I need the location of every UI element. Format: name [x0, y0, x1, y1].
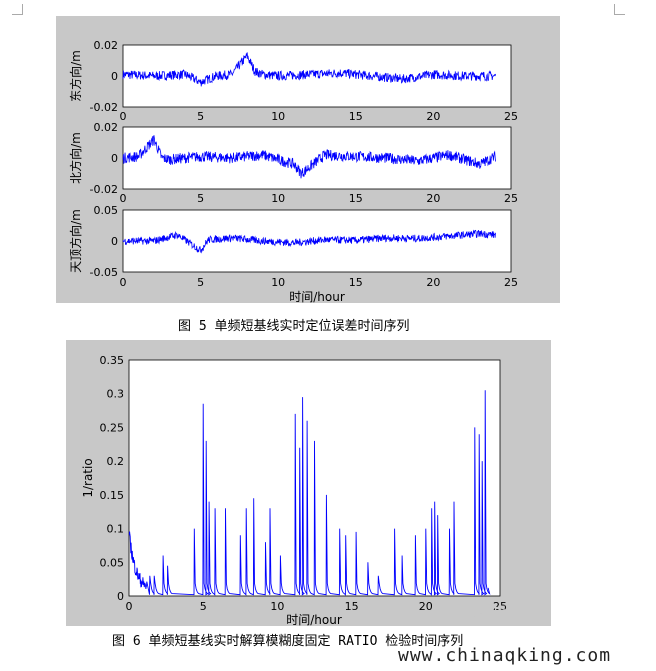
xtick-label: 25 — [504, 276, 518, 289]
ytick-label: 0.3 — [107, 388, 125, 401]
footer-url: www.chinaqking.com — [398, 645, 612, 666]
ytick-label: 0 — [117, 590, 124, 603]
north-error-series — [122, 134, 496, 179]
ratio-xticks: 0 5 10 15 20 25 — [126, 600, 508, 613]
xtick-label: 5 — [197, 276, 204, 289]
xtick-label: 10 — [270, 600, 284, 613]
panel2-xticks: 0 5 10 15 20 25 — [120, 192, 519, 205]
ytick-label: 0.15 — [100, 489, 125, 502]
y-axis-label-north: 北方向/m — [68, 132, 83, 184]
ytick-label: 0.02 — [94, 121, 119, 134]
x-axis-label: 时间/hour — [289, 290, 345, 303]
xtick-label: 0 — [126, 600, 133, 613]
xtick-label: 20 — [426, 276, 440, 289]
ytick-label: 0 — [111, 70, 118, 83]
panel3-xticks: 0 5 10 15 20 25 — [120, 276, 519, 289]
xtick-label: 15 — [349, 110, 363, 123]
xtick-label: 10 — [271, 110, 285, 123]
xtick-label: 5 — [197, 192, 204, 205]
ytick-label: 0.1 — [107, 523, 125, 536]
ytick-label: -0.02 — [90, 101, 118, 114]
xtick-label: 15 — [345, 600, 359, 613]
ytick-label: -0.02 — [90, 183, 118, 196]
figure-5-plot: 0.02 0 -0.02 0.02 0 -0.02 0.05 0 -0.05 0… — [68, 39, 519, 304]
y-axis-label-east: 东方向/m — [68, 50, 83, 102]
page-corner-mark-left — [12, 4, 23, 15]
east-error-series — [122, 52, 496, 87]
xtick-label: 20 — [426, 192, 440, 205]
xtick-label: 0 — [120, 276, 127, 289]
x-axis-label: 时间/hour — [286, 613, 342, 626]
xtick-label: 20 — [419, 600, 433, 613]
xtick-label: 15 — [349, 276, 363, 289]
watermark: 中国期刊网 — [452, 604, 542, 625]
ytick-label: 0.05 — [100, 556, 125, 569]
ytick-label: 0.02 — [94, 39, 119, 52]
xtick-label: 25 — [504, 192, 518, 205]
ratio-yticks: 0.35 0.3 0.25 0.2 0.15 0.1 0.05 0 — [100, 354, 125, 603]
figure-6-plot: 0.35 0.3 0.25 0.2 0.15 0.1 0.05 0 0 5 10… — [81, 354, 508, 627]
xtick-label: 0 — [120, 110, 127, 123]
ytick-label: -0.05 — [90, 266, 118, 279]
figure-5: 0.02 0 -0.02 0.02 0 -0.02 0.05 0 -0.05 0… — [56, 16, 560, 304]
ytick-label: 0.05 — [94, 204, 119, 217]
figure-6-caption: 图 6 单频短基线实时解算模糊度固定 RATIO 检验时间序列 — [112, 634, 464, 649]
xtick-label: 25 — [493, 600, 507, 613]
ytick-label: 0.25 — [100, 421, 125, 434]
page-corner-mark-right — [614, 4, 625, 15]
ytick-label: 0 — [111, 152, 118, 165]
ytick-label: 0.35 — [100, 354, 125, 367]
xtick-label: 10 — [271, 192, 285, 205]
up-error-series — [122, 229, 496, 254]
ytick-label: 0 — [111, 235, 118, 248]
xtick-label: 5 — [197, 110, 204, 123]
xtick-label: 20 — [426, 110, 440, 123]
xtick-label: 25 — [504, 110, 518, 123]
figure-6: 0.35 0.3 0.25 0.2 0.15 0.1 0.05 0 0 5 10… — [66, 340, 551, 627]
xtick-label: 10 — [271, 276, 285, 289]
xtick-label: 15 — [349, 192, 363, 205]
figure-5-caption: 图 5 单频短基线实时定位误差时间序列 — [178, 319, 410, 334]
xtick-label: 5 — [200, 600, 207, 613]
y-axis-label: 1/ratio — [81, 458, 95, 497]
panel1-xticks: 0 5 10 15 20 25 — [120, 110, 519, 123]
ytick-label: 0.2 — [107, 455, 125, 468]
y-axis-label-up: 天顶方向/m — [68, 209, 83, 273]
xtick-label: 0 — [120, 192, 127, 205]
ratio-series — [128, 390, 491, 596]
